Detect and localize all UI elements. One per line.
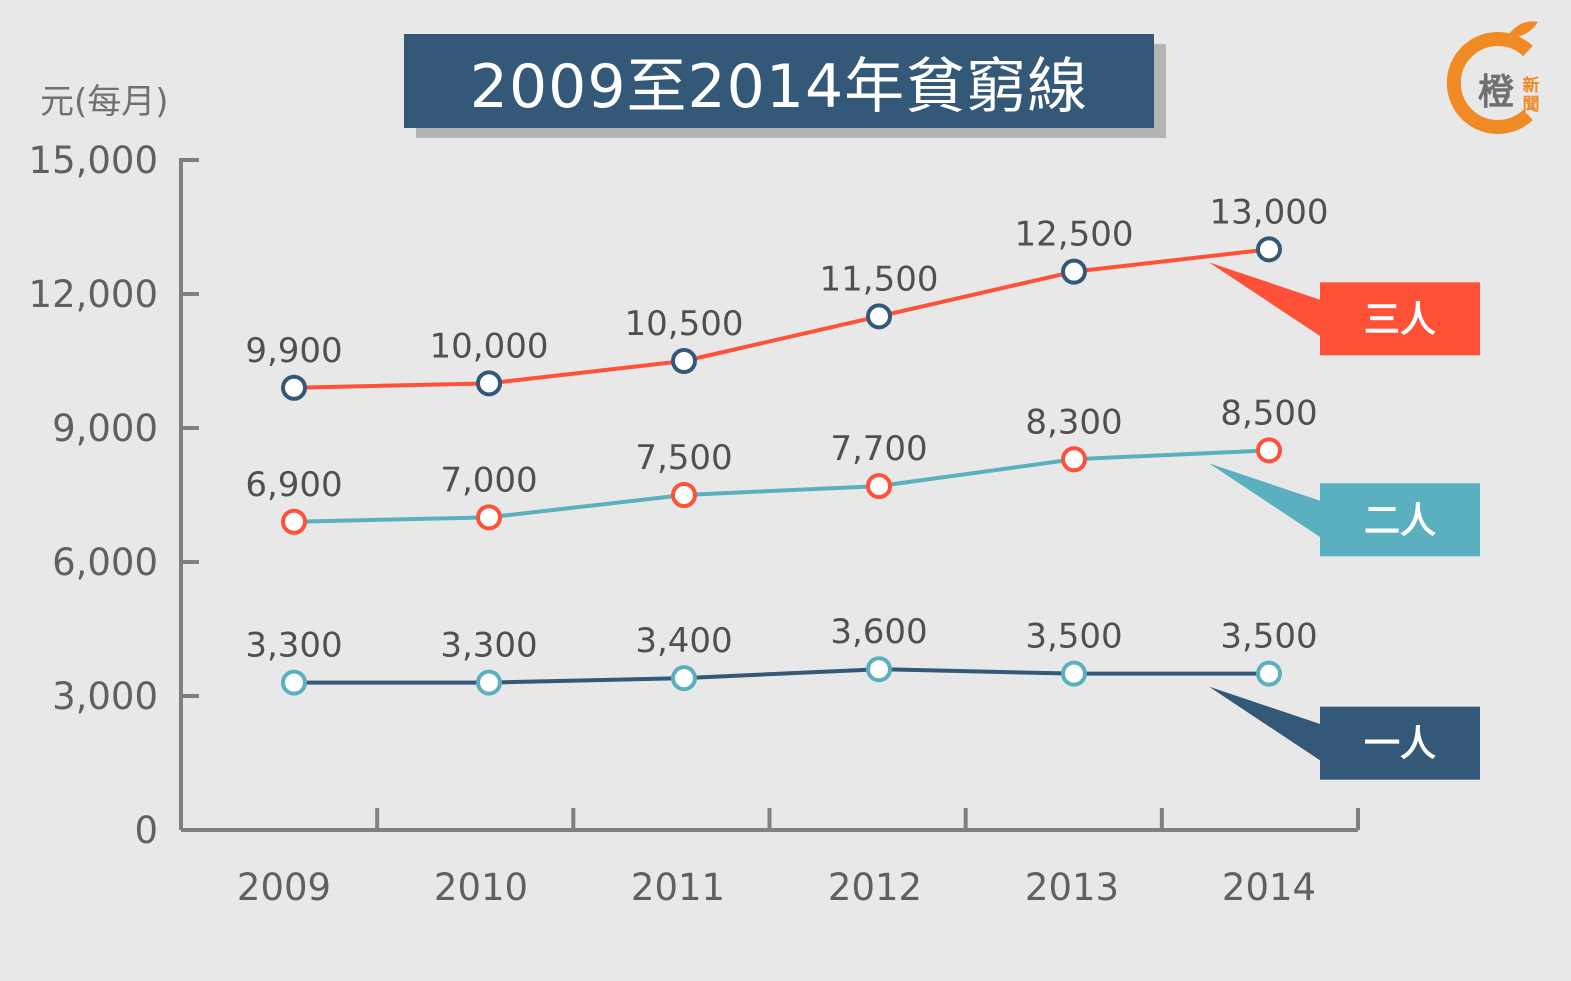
series-3: 3,300 3,300 3,400 3,600 3,500 3,500 一人 <box>245 612 1480 780</box>
y-axis-unit-label: 元(每月) <box>40 82 169 122</box>
data-point <box>281 508 307 535</box>
data-label: 3,600 <box>830 612 927 652</box>
logo-char: 橙 <box>1478 72 1514 113</box>
legend-callout-pointer <box>1209 463 1322 539</box>
data-point <box>671 665 697 692</box>
data-point <box>1256 437 1282 464</box>
logo-small-char-1: 新 <box>1523 75 1540 96</box>
legend-label: 三人 <box>1364 299 1436 340</box>
data-label: 7,700 <box>830 429 927 469</box>
y-tick-label: 9,000 <box>52 407 158 450</box>
data-label: 7,500 <box>635 438 732 478</box>
y-tick-label: 0 <box>134 809 158 852</box>
y-tick-label: 15,000 <box>29 139 158 182</box>
x-tick-label: 2012 <box>828 866 922 909</box>
data-point <box>1256 660 1282 687</box>
logo-arc <box>1446 32 1533 134</box>
data-label: 3,500 <box>1220 617 1317 657</box>
data-label: 8,300 <box>1025 402 1122 442</box>
data-label: 10,000 <box>430 326 549 366</box>
x-tick-label: 2013 <box>1025 866 1119 909</box>
data-point <box>671 482 697 508</box>
data-label: 12,500 <box>1015 215 1134 255</box>
y-tick-label: 3,000 <box>52 675 158 718</box>
data-label: 3,300 <box>245 626 342 666</box>
x-tick-label: 2009 <box>237 866 331 909</box>
data-point <box>671 348 697 374</box>
data-point <box>476 504 502 531</box>
legend-label: 二人 <box>1364 500 1436 541</box>
legend-callout-box <box>1320 706 1480 780</box>
data-point <box>866 473 892 500</box>
legend-callout-pointer <box>1209 686 1322 762</box>
logo-leaf <box>1506 21 1538 38</box>
legend-callout-box <box>1320 282 1480 356</box>
logo-small-char-2: 聞 <box>1523 95 1540 115</box>
data-point <box>476 669 502 696</box>
series-line <box>293 247 1270 390</box>
series-line <box>294 667 1269 685</box>
y-tick-label: 12,000 <box>29 273 158 316</box>
y-tick-label: 6,000 <box>52 541 158 584</box>
data-label: 13,000 <box>1210 192 1329 232</box>
data-label: 7,000 <box>440 460 537 500</box>
series-1: 9,900 10,000 10,500 11,500 12,500 13,000 三人 <box>245 192 1480 401</box>
data-label: 3,500 <box>1025 617 1122 657</box>
data-point <box>1061 660 1087 687</box>
data-point <box>1256 236 1282 263</box>
data-point <box>281 669 307 696</box>
series-2: 6,900 7,000 7,500 7,700 8,300 8,500 二人 <box>245 393 1480 557</box>
x-tick-label: 2014 <box>1222 866 1316 909</box>
data-point <box>866 656 892 683</box>
data-label: 3,300 <box>440 626 537 666</box>
data-point <box>1061 258 1087 285</box>
series-line <box>293 448 1270 524</box>
legend-callout-box <box>1320 483 1480 557</box>
data-label: 8,500 <box>1220 393 1317 433</box>
legend-label: 一人 <box>1364 724 1436 765</box>
x-tick-label: 2010 <box>434 866 528 909</box>
chart-title: 2009至2014年貧窮線 <box>404 34 1154 128</box>
data-label: 3,400 <box>635 621 732 661</box>
data-point <box>281 374 307 401</box>
x-tick-label: 2011 <box>631 866 725 909</box>
data-label: 11,500 <box>820 259 939 299</box>
orange-news-logo: 橙 新 聞 <box>1446 21 1540 134</box>
legend-callout-pointer <box>1209 262 1322 338</box>
data-point <box>866 303 892 330</box>
data-label: 9,900 <box>245 331 342 371</box>
data-label: 10,500 <box>625 304 744 344</box>
data-label: 6,900 <box>245 465 342 505</box>
data-point <box>1061 446 1087 473</box>
data-point <box>476 370 502 397</box>
